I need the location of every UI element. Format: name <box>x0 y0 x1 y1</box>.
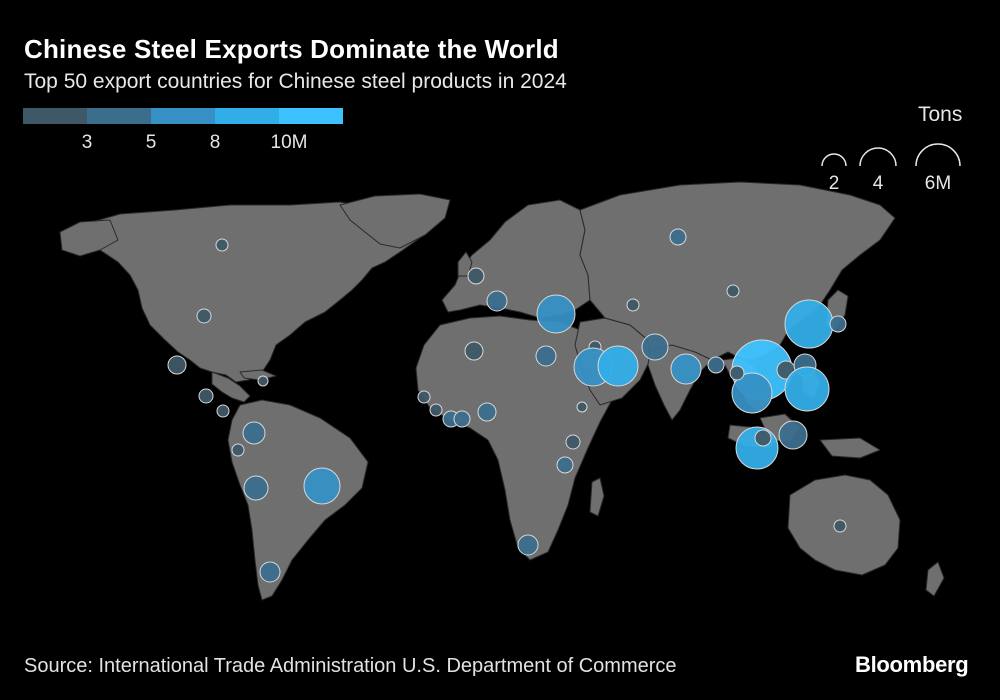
size-legend-arc-4 <box>859 147 897 167</box>
country-bubble <box>196 308 212 324</box>
color-legend-step-3 <box>151 108 215 124</box>
size-legend-title: Tons <box>918 103 963 126</box>
export-bubbles <box>167 228 847 583</box>
country-bubble <box>467 267 485 285</box>
new-zealand <box>925 561 945 597</box>
country-bubble <box>669 228 687 246</box>
color-legend-step-1 <box>23 108 87 124</box>
country-bubble <box>535 345 557 367</box>
color-legend <box>23 108 343 124</box>
size-legend-arc-2 <box>821 153 847 167</box>
country-bubble <box>167 355 187 375</box>
country-bubble <box>626 298 640 312</box>
alaska <box>59 219 119 257</box>
madagascar <box>589 477 605 517</box>
size-legend-arc-6 <box>915 143 961 167</box>
country-bubble <box>778 420 808 450</box>
country-bubble <box>417 390 431 404</box>
country-bubble <box>784 366 830 412</box>
country-bubble <box>198 388 214 404</box>
country-bubble <box>729 365 745 381</box>
country-bubble <box>829 315 847 333</box>
country-bubble <box>216 404 230 418</box>
bloomberg-logo: Bloomberg <box>855 652 969 677</box>
country-bubble <box>536 294 576 334</box>
country-bubble <box>477 402 497 422</box>
chart-subtitle: Top 50 export countries for Chinese stee… <box>24 70 567 93</box>
country-bubble <box>731 372 773 414</box>
color-legend-tick: 3 <box>81 132 93 153</box>
country-bubble <box>303 467 341 505</box>
size-legend-label: 6M <box>924 173 952 194</box>
country-bubble <box>429 403 443 417</box>
country-bubble <box>556 456 574 474</box>
world-map <box>59 181 945 601</box>
country-bubble <box>517 534 539 556</box>
country-bubble <box>215 238 229 252</box>
country-bubble <box>259 561 281 583</box>
country-bubble <box>754 429 772 447</box>
greenland <box>339 193 451 249</box>
country-bubble <box>453 410 471 428</box>
source-note: Source: International Trade Administrati… <box>24 655 677 677</box>
country-bubble <box>231 443 245 457</box>
country-bubble <box>833 519 847 533</box>
uk <box>457 251 473 277</box>
country-bubble <box>242 421 266 445</box>
size-legend-label: 4 <box>872 173 884 194</box>
country-bubble <box>597 345 639 387</box>
color-legend-step-2 <box>87 108 151 124</box>
country-bubble <box>257 375 269 387</box>
new-guinea <box>819 437 881 459</box>
color-legend-ticks: 3 5 8 10M <box>0 132 360 156</box>
country-bubble <box>576 401 588 413</box>
country-bubble <box>726 284 740 298</box>
country-bubble <box>670 353 702 385</box>
country-bubble <box>641 333 669 361</box>
color-legend-tick: 8 <box>209 132 221 153</box>
country-bubble <box>486 290 508 312</box>
color-legend-step-5 <box>279 108 343 124</box>
chart-title: Chinese Steel Exports Dominate the World <box>24 34 559 64</box>
color-legend-tick: 5 <box>145 132 157 153</box>
country-bubble <box>565 434 581 450</box>
size-legend <box>821 143 961 167</box>
country-bubble <box>784 299 834 349</box>
color-legend-tick: 10M <box>270 132 308 153</box>
color-legend-step-4 <box>215 108 279 124</box>
caribbean-islands <box>239 369 277 381</box>
country-bubble <box>243 475 269 501</box>
central-america <box>211 371 251 403</box>
country-bubble <box>707 356 725 374</box>
country-bubble <box>464 341 484 361</box>
south-america <box>227 399 369 601</box>
size-legend-label: 2 <box>828 173 840 194</box>
